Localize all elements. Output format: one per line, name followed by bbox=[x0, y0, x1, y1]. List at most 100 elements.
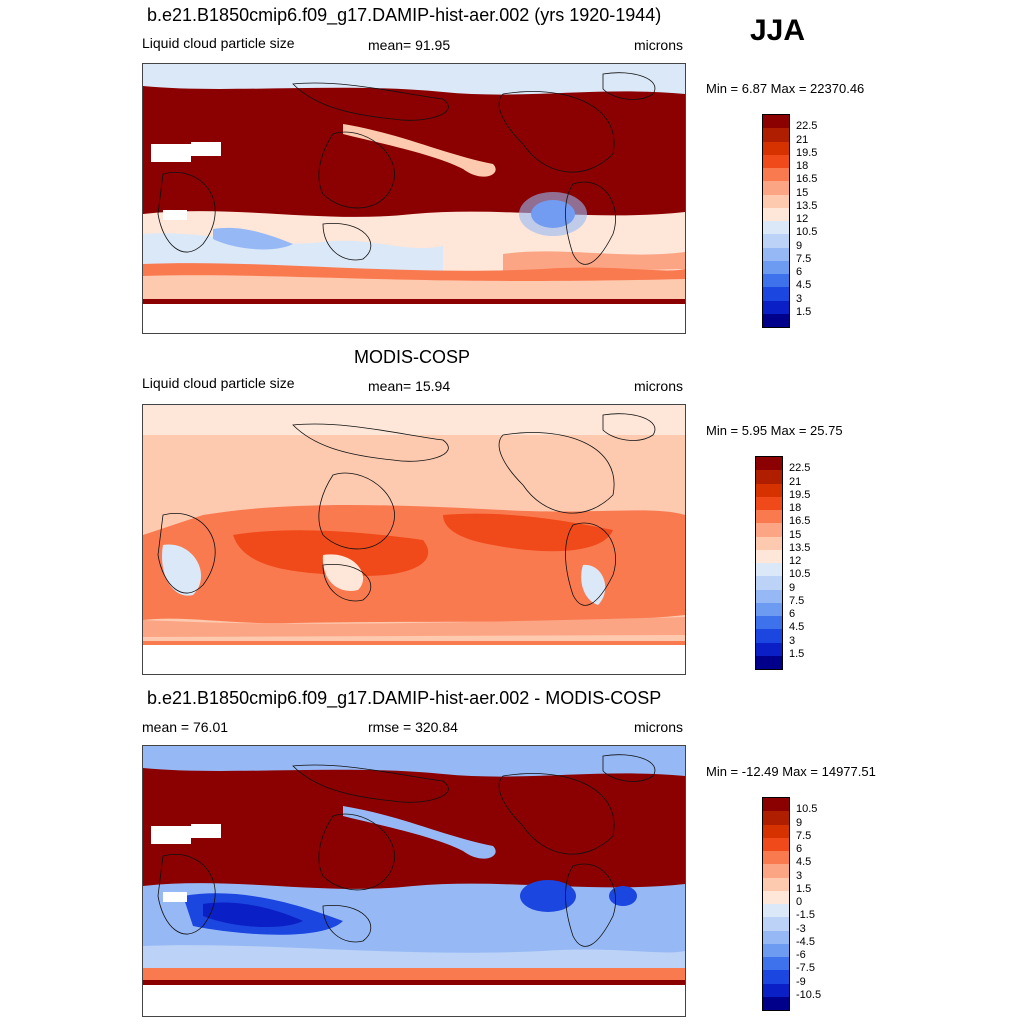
colorbar-tick-label: 6 bbox=[789, 608, 796, 620]
colorbar-swatch bbox=[756, 655, 782, 669]
colorbar-swatch bbox=[763, 957, 789, 971]
colorbar-swatch bbox=[763, 877, 789, 891]
colorbar-swatch bbox=[756, 523, 782, 537]
colorbar-swatch bbox=[756, 470, 782, 484]
colorbar-tick-label: 9 bbox=[796, 239, 803, 252]
colorbar-swatch bbox=[763, 221, 789, 235]
panel1-colorbar bbox=[762, 114, 790, 328]
colorbar-tick-label: 1.5 bbox=[796, 882, 812, 895]
colorbar-swatch bbox=[763, 851, 789, 865]
panel2-field-label: Liquid cloud particle size bbox=[142, 375, 295, 391]
colorbar-tick-label: 12 bbox=[789, 555, 802, 567]
colorbar-swatch bbox=[763, 917, 789, 931]
colorbar-tick-label: 13.5 bbox=[796, 199, 818, 212]
colorbar-tick-label: 18 bbox=[796, 160, 809, 172]
colorbar-tick-label: 4.5 bbox=[789, 621, 805, 634]
colorbar-tick-label: 1.5 bbox=[789, 647, 805, 660]
colorbar-swatch bbox=[756, 629, 782, 643]
colorbar-tick-label: -10.5 bbox=[796, 988, 822, 1001]
colorbar-tick-label: 3 bbox=[796, 292, 803, 305]
colorbar-swatch bbox=[763, 154, 789, 168]
panel3-title: b.e21.B1850cmip6.f09_g17.DAMIP-hist-aer.… bbox=[147, 688, 662, 708]
colorbar-tick-label: 4.5 bbox=[796, 279, 812, 292]
colorbar-tick-label: 6 bbox=[796, 266, 803, 278]
panel1-title: b.e21.B1850cmip6.f09_g17.DAMIP-hist-aer.… bbox=[147, 5, 662, 25]
panel1-field-label: Liquid cloud particle size bbox=[142, 35, 295, 51]
colorbar-swatch bbox=[763, 837, 789, 851]
colorbar-swatch bbox=[756, 589, 782, 603]
panel3-units-label: microns bbox=[634, 719, 684, 735]
colorbar-tick-label: 7.5 bbox=[796, 252, 812, 265]
colorbar-tick-label: 16.5 bbox=[789, 515, 811, 528]
colorbar-swatch bbox=[756, 616, 782, 630]
panel1-minmax: Min = 6.87 Max = 22370.46 bbox=[706, 81, 865, 96]
colorbar-swatch bbox=[763, 234, 789, 248]
season-label: JJA bbox=[750, 14, 806, 47]
colorbar-tick-label: 6 bbox=[796, 843, 803, 855]
colorbar-tick-label: 21 bbox=[789, 475, 802, 488]
colorbar-tick-label: 16.5 bbox=[796, 173, 818, 186]
colorbar-swatch bbox=[756, 576, 782, 590]
colorbar-tick-label: -9 bbox=[796, 975, 806, 988]
colorbar-swatch bbox=[763, 904, 789, 918]
colorbar-swatch bbox=[763, 128, 789, 142]
colorbar-tick-label: 7.5 bbox=[796, 829, 812, 842]
colorbar-tick-label: -7.5 bbox=[796, 962, 815, 975]
panel3-minmax: Min = -12.49 Max = 14977.51 bbox=[706, 764, 876, 779]
colorbar-swatch bbox=[763, 181, 789, 195]
colorbar-tick-label: -4.5 bbox=[796, 935, 815, 948]
colorbar-swatch bbox=[763, 287, 789, 301]
panel3-map bbox=[142, 745, 686, 1017]
colorbar-swatch bbox=[756, 496, 782, 510]
colorbar-tick-label: 18 bbox=[789, 502, 802, 514]
colorbar-swatch bbox=[763, 313, 789, 327]
panel2-map bbox=[142, 404, 686, 675]
colorbar-tick-label: 22.5 bbox=[796, 120, 818, 133]
panel2-title: MODIS-COSP bbox=[354, 347, 471, 367]
panel3-rmse-label: rmse = 320.84 bbox=[368, 719, 458, 735]
colorbar-tick-label: 3 bbox=[789, 634, 796, 647]
colorbar-tick-label: 13.5 bbox=[789, 541, 811, 554]
colorbar-tick-label: 19.5 bbox=[789, 488, 811, 501]
panel3-colorbar bbox=[762, 797, 790, 1011]
colorbar-swatch bbox=[763, 970, 789, 984]
colorbar-tick-label: 22.5 bbox=[789, 462, 811, 475]
colorbar-tick-label: 9 bbox=[796, 816, 803, 829]
panel3-colorbar-labels: 10.5 9 7.5 6 4.5 3 1.5 0 -1.5 -3 -4.5 -6 -7.5 -9 -10.5 bbox=[796, 797, 856, 1011]
colorbar-swatch bbox=[763, 824, 789, 838]
colorbar-swatch bbox=[763, 207, 789, 221]
colorbar-swatch bbox=[763, 141, 789, 155]
panel1-mean-label: mean= 91.95 bbox=[368, 37, 451, 53]
colorbar-swatch bbox=[763, 983, 789, 997]
colorbar-tick-label: -1.5 bbox=[796, 909, 815, 922]
panel1-colorbar-labels: 22.5 21 19.5 18 16.5 15 13.5 12 10.5 9 7.5 6 4.5 3 1.5 bbox=[796, 114, 856, 328]
colorbar-swatch bbox=[756, 563, 782, 577]
colorbar-swatch bbox=[763, 996, 789, 1010]
colorbar-tick-label: 1.5 bbox=[796, 305, 812, 318]
colorbar-swatch bbox=[763, 247, 789, 261]
panel2-units-label: microns bbox=[634, 378, 684, 394]
colorbar-tick-label: 21 bbox=[796, 133, 809, 146]
colorbar-swatch bbox=[763, 890, 789, 904]
colorbar-tick-label: 10.5 bbox=[796, 226, 818, 239]
panel2-colorbar-labels: 22.5 21 19.5 18 16.5 15 13.5 12 10.5 9 7.5 6 4.5 3 1.5 bbox=[789, 456, 849, 670]
colorbar-tick-label: 12 bbox=[796, 213, 809, 225]
colorbar-tick-label: 7.5 bbox=[789, 594, 805, 607]
panel1-units-label: microns bbox=[634, 37, 684, 53]
colorbar-swatch bbox=[763, 115, 789, 129]
colorbar-swatch bbox=[756, 642, 782, 656]
colorbar-tick-label: 15 bbox=[789, 528, 802, 541]
colorbar-swatch bbox=[756, 549, 782, 563]
panel2-colorbar bbox=[755, 456, 783, 670]
colorbar-tick-label: 0 bbox=[796, 896, 803, 908]
colorbar-swatch bbox=[756, 536, 782, 550]
colorbar-tick-label: 3 bbox=[796, 869, 803, 882]
colorbar-swatch bbox=[756, 510, 782, 524]
colorbar-tick-label: 10.5 bbox=[789, 568, 811, 581]
colorbar-tick-label: 10.5 bbox=[796, 803, 818, 816]
colorbar-swatch bbox=[763, 811, 789, 825]
colorbar-swatch bbox=[756, 457, 782, 471]
panel2-mean-label: mean= 15.94 bbox=[368, 378, 451, 394]
colorbar-swatch bbox=[763, 194, 789, 208]
colorbar-tick-label: 15 bbox=[796, 186, 809, 199]
